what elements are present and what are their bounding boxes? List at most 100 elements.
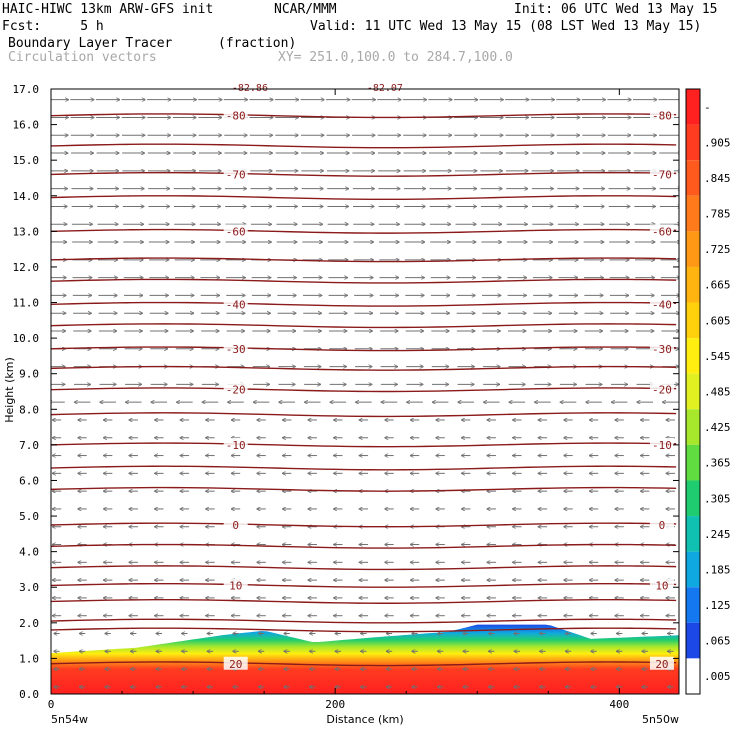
temperature-contour-line [51, 323, 677, 329]
y-tick-label: 1.0 [19, 652, 39, 665]
contour-label-bg [649, 224, 674, 238]
colorbar-label: .845 [704, 172, 731, 185]
colorbar-label: - [704, 101, 711, 114]
y-axis-label: Height (km) [3, 357, 16, 423]
title-left: HAIC-HIWC 13km ARW-GFS init [2, 2, 214, 17]
temperature-contour-line [51, 365, 677, 371]
colorbar-label: .485 [704, 386, 731, 399]
temperature-contour-line [51, 565, 677, 571]
colorbar-swatch [686, 231, 700, 267]
contour-label: -80 [652, 110, 672, 123]
contour-label: 0 [232, 519, 239, 532]
contour-label-bg [649, 297, 674, 311]
temperature-contour-line [51, 543, 677, 549]
y-tick-label: 4.0 [19, 546, 39, 559]
temperature-contour-line [51, 465, 677, 471]
contour-label-bg [223, 297, 248, 311]
title-center: NCAR/MMM [274, 2, 337, 17]
contour-label-bg [223, 382, 248, 396]
y-tick-label: 8.0 [19, 403, 39, 416]
vector-name: Circulation vectors [8, 50, 157, 65]
colorbar-swatch [686, 587, 700, 623]
y-tick-label: 15.0 [13, 154, 40, 167]
tracer-fill-layer [51, 624, 679, 694]
contour-label-bg [223, 517, 248, 531]
colorbar-label: .665 [704, 279, 731, 292]
y-tick-label: 2.0 [19, 617, 39, 630]
colorbar-label: .785 [704, 208, 731, 221]
contour-label: -20 [652, 384, 672, 397]
colorbar-swatch [686, 124, 700, 161]
x-axis: 0 200 400 [48, 89, 629, 711]
contour-label: -40 [226, 298, 246, 311]
colorbar-swatch [686, 373, 700, 410]
y-tick-label: 16.0 [13, 119, 40, 132]
contour-label-bg [223, 224, 248, 238]
colorbar-label: .185 [704, 563, 731, 576]
contour-label-bg [649, 382, 674, 396]
y-axis: 0.0 1.0 2.0 3.0 4.0 5.0 6.0 7.0 8.0 9.0 10.0 11.0 12… [13, 83, 679, 701]
temperature-contour-line [51, 627, 677, 633]
temperature-contour-line [51, 661, 677, 667]
contour-label: 10 [229, 579, 242, 592]
field-units: (fraction) [218, 36, 297, 51]
colorbar-label: .365 [704, 457, 731, 470]
y-tick-label: 13.0 [13, 225, 40, 238]
temperature-contour-line [51, 113, 677, 119]
colorbar-label: .905 [704, 136, 731, 149]
colorbar-label: .605 [704, 314, 731, 327]
y-tick-label: 14.0 [13, 190, 40, 203]
colorbar-swatch [686, 480, 700, 517]
colorbar-swatch [686, 444, 700, 481]
temperature-contour-line [51, 442, 677, 448]
contour-label: -10 [652, 439, 672, 452]
contour-label-bg [649, 517, 674, 531]
x-end-location: 5n50w [642, 713, 679, 726]
contour-label-bg [223, 108, 248, 122]
temperature-contour-line [51, 346, 677, 352]
temperature-contour-line [51, 278, 677, 284]
colorbar-label: .725 [704, 243, 731, 256]
contour-label-bg [649, 341, 674, 355]
contour-label: 20 [655, 658, 668, 671]
x-tick-label: 0 [48, 698, 55, 711]
temperature-contour-line [51, 598, 677, 604]
temperature-contour-line [51, 228, 677, 234]
contour-label: -30 [226, 343, 246, 356]
temperature-contour-line [51, 171, 677, 177]
contour-label: -70 [652, 168, 672, 181]
x-start-location: 5n54w [51, 713, 88, 726]
temperature-contour-line [51, 301, 677, 307]
colorbar-label: .545 [704, 350, 731, 363]
temperature-contour-line [51, 618, 677, 624]
x-tick-label: 400 [609, 698, 629, 711]
colorbar-label: .425 [704, 421, 731, 434]
init-time: Init: 06 UTC Wed 13 May 15 [514, 2, 718, 17]
temperature-contours [51, 113, 677, 667]
y-tick-label: 6.0 [19, 474, 39, 487]
contour-label: 20 [229, 658, 242, 671]
y-tick-label: 7.0 [19, 439, 39, 452]
contour-label: 10 [655, 579, 668, 592]
temperature-contour-line [51, 412, 677, 418]
colorbar-label: .125 [704, 599, 731, 612]
contour-label: -60 [226, 225, 246, 238]
y-tick-label: 0.0 [19, 688, 39, 701]
tracer-fill-area [51, 624, 679, 694]
colorbar-swatch [686, 89, 700, 125]
colorbar-swatch [686, 551, 700, 588]
colorbar-swatch [686, 266, 700, 303]
temperature-contour-line [51, 143, 677, 149]
contour-label: -60 [652, 225, 672, 238]
contour-label: -20 [226, 384, 246, 397]
colorbar-label: .065 [704, 635, 731, 648]
temperature-contour-line [51, 582, 677, 588]
temperature-contour-line [51, 195, 677, 201]
contour-label: -30 [652, 343, 672, 356]
contour-label: -40 [652, 298, 672, 311]
y-tick-label: 10.0 [13, 332, 40, 345]
contour-label-bg [649, 108, 674, 122]
temperature-contour-line [51, 387, 677, 393]
y-tick-label: 9.0 [19, 368, 39, 381]
